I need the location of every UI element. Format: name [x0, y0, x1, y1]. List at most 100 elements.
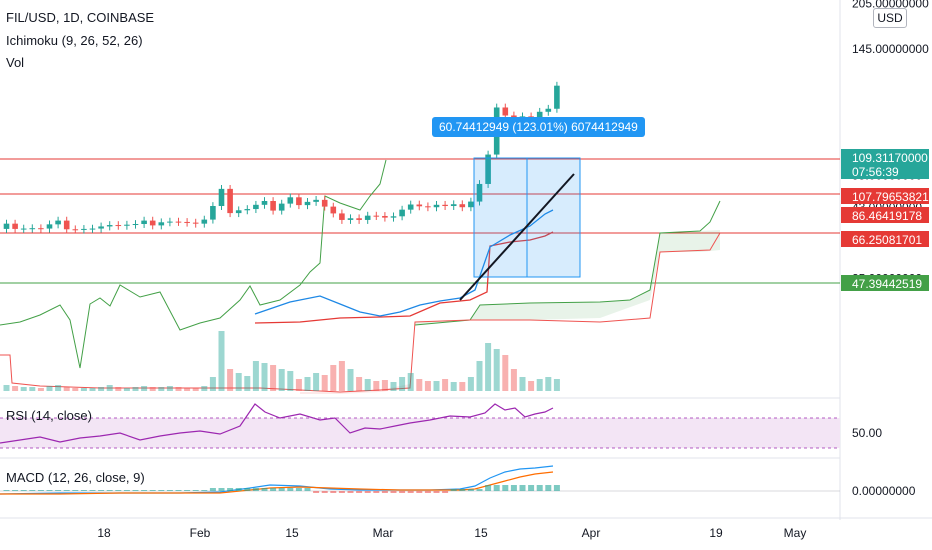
lagging-span	[0, 159, 387, 369]
candle-body	[192, 222, 199, 224]
candle-body	[63, 220, 70, 230]
macd-bar	[459, 489, 466, 491]
candle-body	[476, 183, 483, 202]
candle-body	[536, 111, 543, 121]
volume-bar	[450, 382, 457, 391]
volume-bar	[80, 388, 87, 391]
candle-body	[459, 204, 466, 208]
volume-bar	[424, 381, 431, 391]
volume-bar	[347, 369, 354, 391]
volume-bar	[158, 387, 165, 391]
macd-bar	[485, 485, 492, 491]
time-tick: 15	[474, 526, 488, 540]
candle-body	[38, 228, 44, 230]
ichimoku-label[interactable]: Ichimoku (9, 26, 52, 26)	[6, 33, 143, 48]
volume-bar	[553, 379, 560, 391]
volume-bar	[390, 382, 397, 391]
volume-bar	[442, 379, 449, 391]
macd-bar	[399, 491, 406, 493]
macd-bar	[55, 490, 62, 491]
candle-body	[485, 154, 491, 184]
macd-bar	[321, 491, 328, 493]
volume-bar	[261, 363, 268, 391]
span-a-line	[414, 200, 721, 326]
tenkan-line	[254, 209, 554, 317]
volume-bar	[407, 373, 414, 391]
candle-body	[287, 197, 294, 204]
macd-bar	[29, 490, 36, 491]
macd-bar	[201, 490, 208, 491]
volume-bar	[98, 387, 105, 391]
macd-bar	[476, 489, 483, 491]
macd-bar	[235, 488, 242, 491]
volume-bar	[227, 369, 234, 391]
time-tick: May	[784, 526, 807, 540]
macd-bar	[209, 488, 216, 491]
macd-bar	[252, 488, 259, 491]
candle-body	[132, 224, 139, 226]
kijun-line	[254, 231, 554, 324]
volume-bar	[364, 379, 371, 391]
macd-label[interactable]: MACD (12, 26, close, 9)	[6, 470, 145, 485]
volume-bar	[416, 379, 423, 391]
candle-body	[149, 220, 156, 226]
macd-bar	[390, 491, 397, 493]
volume-bar	[209, 377, 216, 391]
candle-body	[416, 204, 423, 207]
currency-button[interactable]: USD	[873, 8, 907, 28]
candle-body	[468, 201, 474, 208]
time-tick: Feb	[190, 526, 211, 540]
macd-bar	[166, 490, 173, 491]
volume-bar	[29, 387, 36, 391]
macd-bar	[37, 490, 44, 491]
macd-bar	[424, 491, 431, 493]
macd-bar	[442, 491, 449, 493]
signal-line	[0, 471, 554, 495]
macd-bar	[175, 490, 182, 491]
candle-body	[20, 228, 27, 230]
macd-bar	[467, 489, 474, 491]
candle-body	[89, 228, 96, 230]
candle-body	[382, 215, 388, 218]
candle-body	[554, 85, 560, 109]
volume-label[interactable]: Vol	[6, 55, 25, 70]
candle-body	[141, 220, 147, 225]
candle-body	[175, 221, 182, 223]
macd-histogram	[3, 485, 560, 493]
price-tick: 145.00000000	[852, 42, 929, 56]
volume-bar	[536, 379, 543, 391]
candle-body	[167, 221, 173, 223]
macd-bar	[149, 490, 156, 491]
volume-bar	[485, 343, 492, 391]
macd-bar	[123, 490, 130, 491]
macd-bar	[278, 488, 285, 491]
price-label: 86.46419178	[852, 209, 922, 223]
volume-bar	[20, 387, 27, 391]
time-tick: 15	[285, 526, 299, 540]
volume-bar	[149, 387, 156, 391]
volume-bar	[313, 373, 320, 391]
macd-bar	[46, 490, 53, 491]
rsi-label[interactable]: RSI (14, close)	[6, 408, 92, 423]
volume-bar	[132, 387, 139, 391]
candle-body	[347, 218, 354, 220]
volume-bar	[338, 361, 345, 391]
volume-bar	[304, 377, 311, 391]
macd-bar	[270, 488, 277, 491]
macd-bar	[502, 485, 509, 491]
volume-bar	[192, 388, 199, 391]
volume-bar	[399, 377, 406, 391]
macd-bar	[510, 485, 517, 491]
volume-bar	[12, 386, 19, 391]
candle-body	[304, 201, 311, 206]
volume-bar	[166, 386, 173, 391]
candle-body	[313, 199, 319, 202]
volume-bar	[287, 371, 294, 391]
candle-body	[364, 215, 371, 220]
volume-bar	[184, 388, 191, 391]
span-b-line	[0, 232, 721, 393]
volume-bars	[3, 331, 560, 391]
macd-bar	[80, 490, 87, 491]
candle-body	[545, 108, 552, 112]
